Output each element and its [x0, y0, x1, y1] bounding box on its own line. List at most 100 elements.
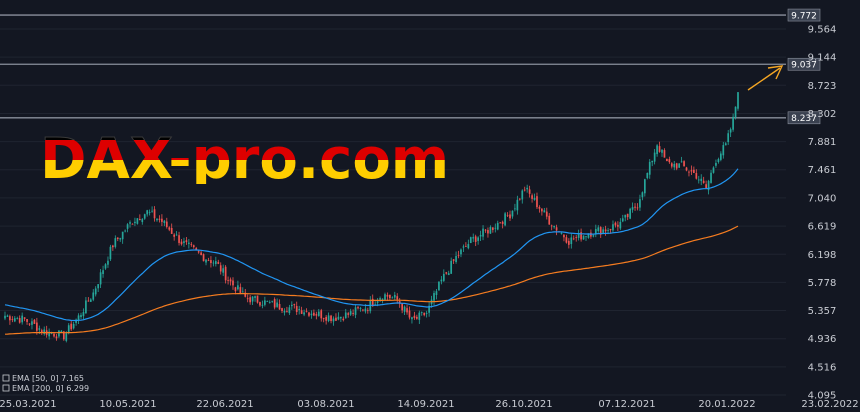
candle-down — [178, 235, 180, 243]
watermark-text-red: DAX-pro.com — [40, 127, 449, 192]
candle-down — [330, 315, 332, 322]
candle-down — [389, 294, 391, 299]
candle-up — [450, 260, 453, 274]
candle-up — [109, 246, 112, 260]
candle-down — [33, 319, 36, 324]
candle-up — [393, 294, 396, 298]
candle-down — [626, 213, 629, 218]
level-label-box — [787, 8, 821, 22]
candle-down — [550, 225, 553, 227]
x-tick-label: 14.09.2021 — [397, 399, 454, 410]
candle-up — [317, 311, 320, 316]
candle-up — [420, 312, 423, 313]
candle-up — [737, 92, 739, 109]
candle-up — [43, 329, 46, 334]
candle-down — [690, 170, 693, 172]
candle-down — [685, 167, 688, 171]
candle-up — [261, 304, 264, 306]
candle-up — [680, 161, 683, 163]
candle-up — [472, 237, 475, 239]
x-tick-label: 26.10.2021 — [495, 399, 552, 410]
candle-down — [614, 222, 617, 226]
legend-ema50: EMA [50, 0] 7.165 — [12, 374, 84, 383]
y-tick-label: 7.881 — [808, 137, 837, 148]
y-tick-label: 6.198 — [808, 250, 837, 261]
candle-down — [636, 207, 639, 209]
candle-up — [268, 302, 271, 303]
candle-down — [465, 246, 467, 247]
candle-up — [376, 301, 379, 303]
candle-down — [210, 260, 212, 264]
level-label: 8.237 — [791, 114, 817, 124]
candle-up — [379, 298, 381, 300]
candle-up — [700, 178, 703, 182]
candle-down — [131, 223, 134, 225]
candle-down — [572, 238, 575, 240]
candle-down — [200, 252, 202, 255]
candle-up — [266, 301, 269, 302]
candle-up — [612, 224, 614, 231]
candle-down — [239, 287, 242, 293]
candle-up — [148, 212, 151, 213]
candle-up — [50, 332, 53, 334]
candle-down — [366, 309, 369, 311]
candle-up — [67, 325, 70, 332]
candle-down — [249, 297, 252, 303]
candle-up — [504, 213, 506, 226]
ema-50-line — [4, 168, 739, 322]
x-tick-label: 25.03.2021 — [0, 399, 57, 410]
candle-up — [364, 308, 367, 312]
candle-down — [335, 317, 337, 321]
candle-down — [563, 234, 565, 238]
candle-down — [195, 248, 198, 250]
level-label: 9.772 — [791, 11, 817, 21]
candle-down — [580, 232, 582, 240]
candle-down — [523, 189, 526, 191]
y-tick-label: 8.723 — [808, 81, 837, 92]
candle-down — [234, 287, 237, 292]
candle-up — [467, 244, 470, 249]
candle-up — [521, 190, 524, 200]
candle-down — [153, 209, 156, 219]
candle-up — [717, 159, 720, 163]
candle-down — [509, 214, 511, 219]
candle-down — [286, 311, 288, 312]
candle-down — [224, 266, 227, 281]
x-tick-label: 10.05.2021 — [99, 399, 156, 410]
candle-down — [528, 189, 531, 194]
candle-up — [264, 300, 266, 305]
candle-up — [438, 281, 440, 291]
candle-up — [727, 133, 730, 142]
candle-up — [435, 291, 438, 296]
candle-down — [23, 317, 26, 319]
candle-down — [246, 298, 249, 300]
candle-up — [283, 310, 286, 313]
candle-down — [138, 219, 141, 221]
candle-up — [447, 273, 450, 276]
candle-down — [342, 318, 345, 321]
candle-up — [183, 241, 185, 243]
y-tick-label: 4.095 — [808, 391, 837, 402]
candle-up — [587, 233, 590, 238]
level-label-box — [787, 111, 821, 125]
candle-down — [705, 184, 707, 189]
candle-up — [425, 313, 428, 314]
candle-up — [288, 307, 291, 314]
candle-up — [303, 312, 305, 315]
candle-up — [629, 208, 631, 219]
candle-down — [555, 227, 558, 231]
candle-up — [129, 222, 131, 224]
candle-up — [592, 235, 595, 237]
candle-up — [516, 199, 519, 211]
candle-up — [134, 221, 136, 224]
candle-up — [729, 129, 732, 133]
candle-up — [715, 162, 717, 166]
candle-down — [232, 280, 234, 286]
candle-up — [80, 315, 82, 317]
candlestick-series — [4, 92, 739, 343]
candle-up — [298, 309, 301, 311]
candle-down — [484, 229, 487, 231]
candle-down — [604, 229, 607, 232]
candle-up — [276, 302, 278, 307]
candle-down — [320, 310, 323, 319]
